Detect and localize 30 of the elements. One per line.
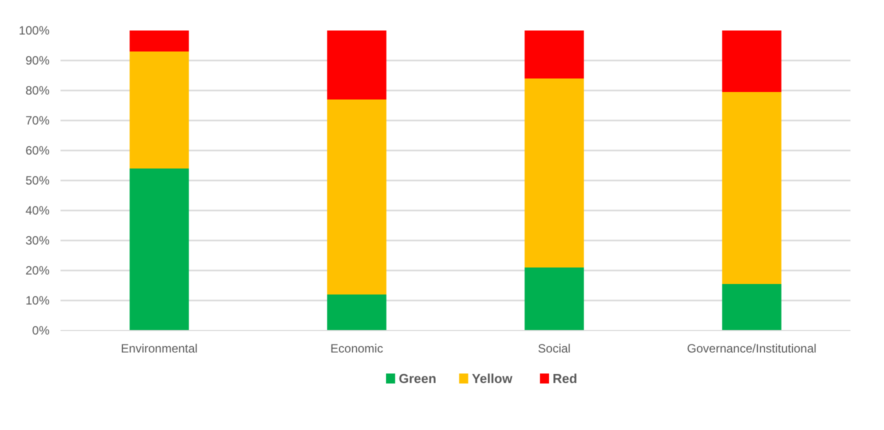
legend-label: Yellow [472,371,514,386]
y-tick-label: 20% [25,264,50,278]
y-tick-label: 80% [25,84,50,98]
legend-label: Red [552,371,578,386]
bar [130,52,189,168]
bar [327,30,386,100]
y-tick-label: 60% [25,144,50,158]
bar [524,30,584,78]
x-tick-label: Social [538,342,571,356]
y-tick-label: 90% [25,54,50,68]
bar [524,268,584,330]
y-tick-label: 70% [25,114,50,128]
y-tick-label: 10% [25,294,50,308]
bar [130,30,189,52]
y-tick-label: 40% [25,204,50,218]
bar [524,78,584,268]
x-tick-label: Governance/Institutional [687,342,816,356]
bar [327,100,386,294]
legend-label: Green [398,371,436,386]
y-tick-label: 0% [32,324,50,338]
y-tick-label: 30% [25,234,50,248]
y-tick-label: 50% [25,174,50,188]
bar [130,168,189,330]
bar [327,294,386,330]
bar [722,30,782,92]
bar [722,284,782,330]
y-tick-label: 100% [18,24,50,38]
bar [722,92,782,284]
x-tick-label: Environmental [120,342,198,356]
x-tick-label: Economic [330,342,384,356]
